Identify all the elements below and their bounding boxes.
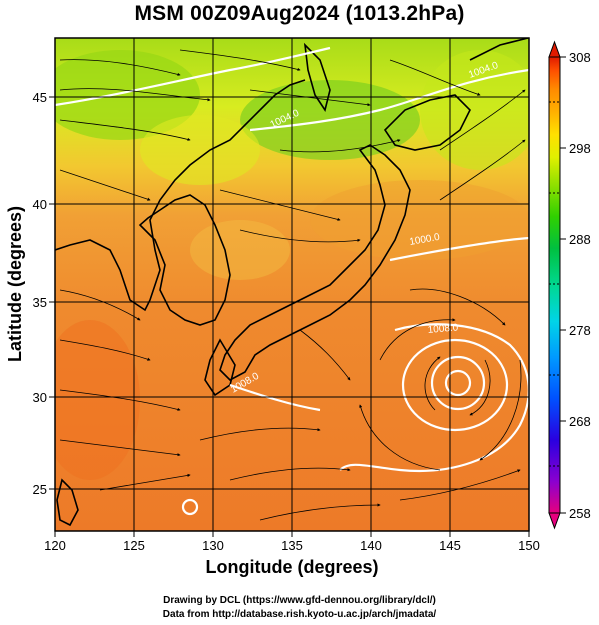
x-tick-label: 120 (44, 538, 66, 553)
colorbar-label: 258 (569, 506, 591, 521)
credit-data-source: Data from http://database.rish.kyoto-u.a… (162, 609, 437, 620)
x-tick-labels: 120 125 130 135 140 145 150 (44, 538, 540, 553)
streamline (59, 119, 191, 141)
coastline-sakhalin (303, 42, 331, 112)
streamline (359, 404, 441, 471)
coastline-korea (138, 194, 231, 326)
gridlines (55, 38, 529, 531)
streamline (469, 359, 491, 416)
coastline-kuril-islands (469, 38, 529, 61)
y-tick-label: 30 (33, 390, 47, 405)
streamline (479, 359, 522, 461)
y-tick-label: 45 (33, 90, 47, 105)
isobar-label: 1000.0 (409, 232, 441, 248)
isobars (55, 46, 529, 516)
x-axis-label: Longitude (degrees) (205, 557, 379, 577)
x-tick-marks (54, 531, 530, 537)
colorbar: 308 298 288 278 268 258 (548, 40, 591, 530)
x-tick-label: 145 (439, 538, 461, 553)
colorbar-upper-arrow (548, 40, 561, 58)
coastline-taiwan (56, 478, 79, 527)
warm-region-pacific (310, 180, 529, 260)
streamline (299, 329, 351, 381)
streamline (59, 439, 181, 457)
streamline (179, 49, 301, 71)
isobar-north-1004 (55, 46, 331, 107)
coastlines (55, 38, 529, 527)
x-tick-label: 150 (518, 538, 540, 553)
colorbar-body (548, 56, 561, 514)
streamline (59, 169, 151, 201)
y-tick-marks (49, 96, 55, 490)
x-tick-label: 135 (281, 538, 303, 553)
colorbar-label: 268 (569, 414, 591, 429)
isobar-typhoon-mid (430, 355, 486, 411)
colorbar-lower-arrow (548, 512, 561, 530)
x-tick-label: 140 (360, 538, 382, 553)
streamline (59, 59, 181, 76)
streamline (219, 189, 341, 221)
warm-region-korea-south (190, 220, 290, 280)
coastline-kyushu (204, 338, 236, 397)
streamline (239, 229, 361, 243)
colorbar-label: 308 (569, 50, 591, 65)
streamline (59, 88, 211, 102)
coastline-hokkaido (383, 94, 471, 151)
coastline-japan-honshu (219, 144, 411, 381)
streamline (259, 503, 381, 521)
streamline (59, 289, 141, 321)
isobar-typhoon-inner (444, 369, 472, 397)
cool-region-manchuria (55, 50, 200, 140)
isobar-typhoon-outer (401, 338, 509, 432)
isobar-label: 1008.0 (427, 322, 459, 336)
isobar-small-low (181, 498, 199, 516)
warm-region-east-china-sea (55, 320, 140, 480)
isobar-south (229, 383, 321, 412)
isobar-east (389, 236, 529, 262)
y-tick-label: 40 (33, 197, 47, 212)
y-tick-labels: 25 30 35 40 45 (33, 90, 47, 497)
streamline (279, 139, 401, 153)
y-axis-label: Latitude (degrees) (5, 205, 25, 363)
colorbar-label: 288 (569, 232, 591, 247)
streamline (424, 356, 441, 411)
streamline (409, 288, 506, 326)
colorbar-minor-ticks (549, 101, 560, 467)
warm-region-korea-north (140, 115, 260, 185)
isobar-1008-outer (339, 323, 529, 472)
credit-drawing: Drawing by DCL (https://www.gfd-dennou.o… (163, 595, 436, 606)
colorbar-ticks (560, 56, 566, 514)
colorbar-label: 298 (569, 141, 591, 156)
x-tick-label: 125 (123, 538, 145, 553)
y-tick-label: 35 (33, 295, 47, 310)
map-title: MSM 00Z09Aug2024 (1013.2hPa) (134, 2, 465, 25)
streamline (389, 59, 481, 96)
colorbar-label: 278 (569, 323, 591, 338)
streamline (59, 339, 151, 361)
y-tick-label: 25 (33, 482, 47, 497)
streamline (379, 318, 456, 361)
streamline (229, 467, 351, 481)
isobar-north-1004b (249, 68, 529, 132)
coastline-asia-mainland (55, 79, 306, 312)
x-tick-label: 130 (202, 538, 224, 553)
streamline (59, 389, 181, 411)
